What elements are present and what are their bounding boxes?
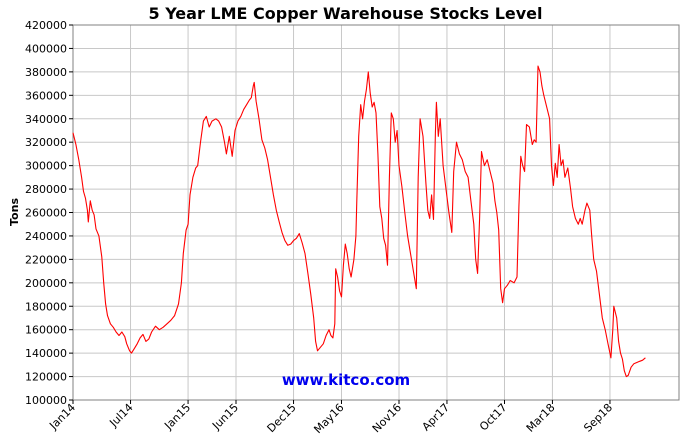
y-tick-label: 240000 <box>25 230 67 243</box>
x-tick-label: May16 <box>311 401 346 436</box>
y-tick-label: 420000 <box>25 19 67 32</box>
x-tick-label: Jul14 <box>106 401 135 430</box>
y-tick-label: 100000 <box>25 394 67 407</box>
x-tick-label: Dec15 <box>265 401 299 435</box>
chart-title: 5 Year LME Copper Warehouse Stocks Level <box>148 4 543 23</box>
y-tick-label: 300000 <box>25 160 67 173</box>
x-tick-label: Apr17 <box>420 401 453 434</box>
y-tick-label: 360000 <box>25 89 67 102</box>
y-tick-label: 260000 <box>25 207 67 220</box>
y-tick-label: 180000 <box>25 300 67 313</box>
x-tick-label: Jan15 <box>161 401 193 433</box>
x-tick-label: Oct17 <box>477 401 510 434</box>
y-tick-label: 320000 <box>25 136 67 149</box>
y-tick-label: 380000 <box>25 66 67 79</box>
x-tick-label: Sep18 <box>581 401 615 435</box>
series-line <box>72 65 646 378</box>
y-tick-label: 140000 <box>25 347 67 360</box>
y-tick-label: 120000 <box>25 371 67 384</box>
x-tick-label: Jun15 <box>209 401 241 433</box>
y-tick-label: 280000 <box>25 183 67 196</box>
y-tick-label: 200000 <box>25 277 67 290</box>
y-tick-label: 400000 <box>25 42 67 55</box>
y-tick-label: 340000 <box>25 113 67 126</box>
y-tick-label: 220000 <box>25 253 67 266</box>
x-tick-label: Mar18 <box>524 401 558 435</box>
x-tick-layer: Jan14 Jul14 Jan15 Jun15 Dec15 May16 Nov16 Apr17… <box>46 400 615 436</box>
x-tick-label: Nov16 <box>370 401 404 435</box>
y-tick-label: 160000 <box>25 324 67 337</box>
y-axis-title: Tons <box>8 198 21 226</box>
watermark-text: www.kitco.com <box>282 371 410 389</box>
y-tick-layer: 100000 120000 140000 160000 180000 200000 2200… <box>25 19 73 407</box>
